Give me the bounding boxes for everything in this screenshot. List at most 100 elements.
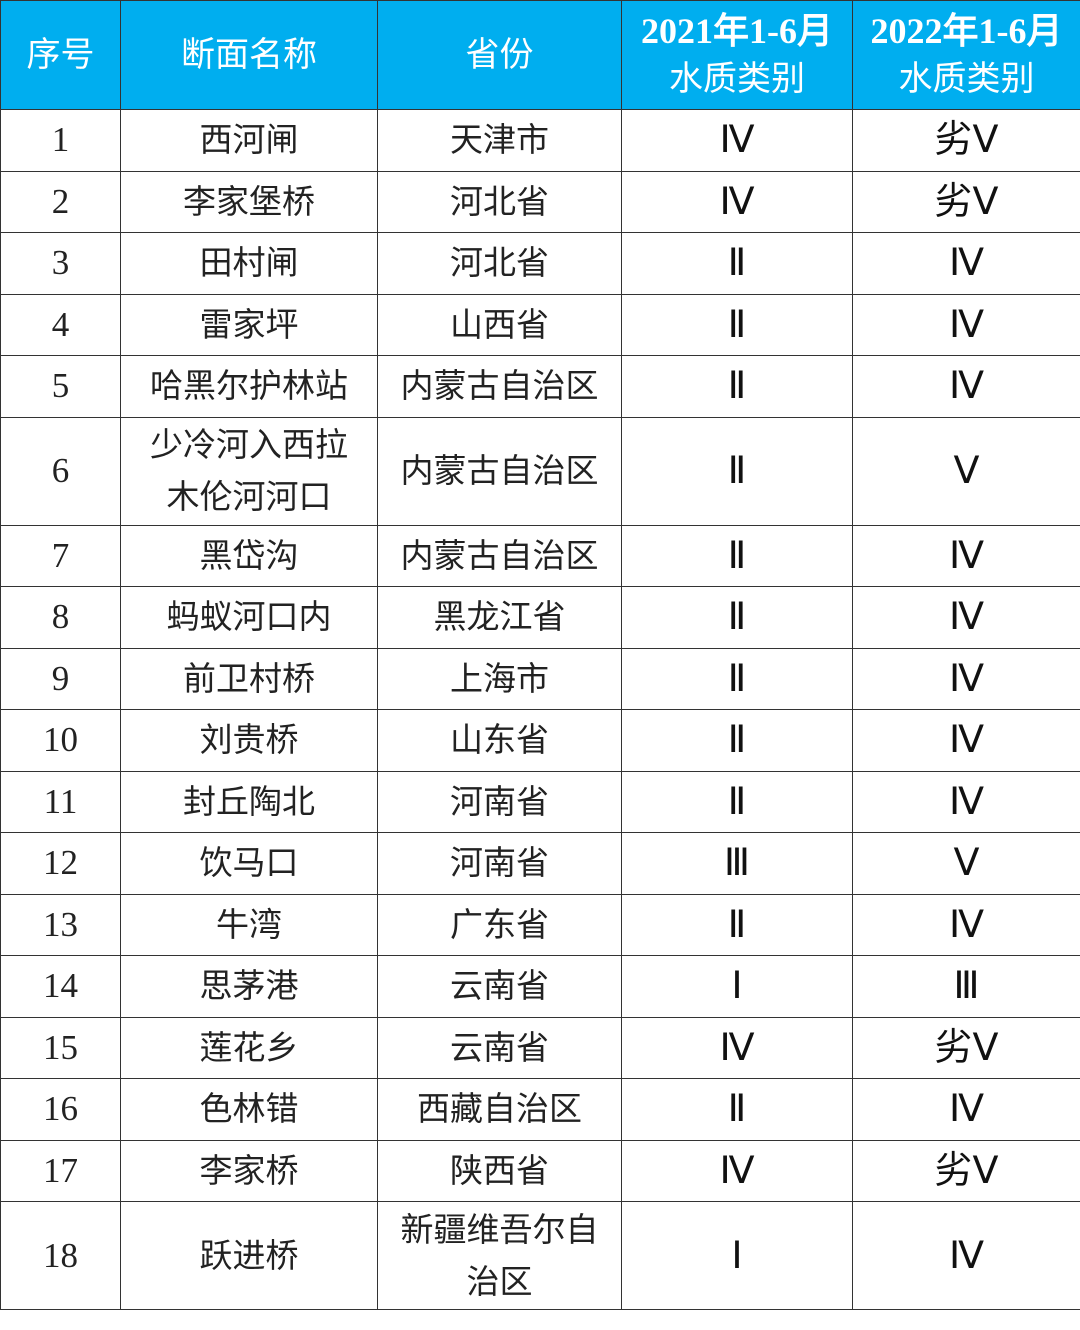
cell-section-name: 李家桥 [120, 1139, 378, 1202]
table-row: 3 田村闸 河北省 Ⅱ Ⅳ [0, 232, 1080, 295]
cell-index: 4 [0, 293, 121, 356]
cell-quality-2022: 劣Ⅴ [852, 109, 1080, 172]
table-row: 2 李家堡桥 河北省 Ⅳ 劣Ⅴ [0, 170, 1080, 233]
cell-quality-2022: Ⅳ [852, 1201, 1080, 1310]
table-row: 11 封丘陶北 河南省 Ⅱ Ⅳ [0, 770, 1080, 833]
header-section-name: 断面名称 [120, 0, 378, 110]
table-row: 13 牛湾 广东省 Ⅱ Ⅳ [0, 893, 1080, 956]
cell-section-name: 饮马口 [120, 832, 378, 895]
cell-province: 内蒙古自治区 [377, 416, 622, 526]
cell-quality-2021: Ⅳ [621, 170, 853, 233]
cell-quality-2022: Ⅳ [852, 1078, 1080, 1141]
cell-section-name: 莲花乡 [120, 1016, 378, 1079]
cell-province: 山西省 [377, 293, 622, 356]
cell-index: 9 [0, 647, 121, 710]
cell-quality-2022: Ⅳ [852, 293, 1080, 356]
cell-quality-2022: Ⅳ [852, 893, 1080, 956]
cell-quality-2022: 劣Ⅴ [852, 1139, 1080, 1202]
table-row: 14 思茅港 云南省 Ⅰ Ⅲ [0, 955, 1080, 1018]
cell-province: 内蒙古自治区 [377, 524, 622, 587]
header-province: 省份 [377, 0, 622, 110]
cell-quality-2021: Ⅱ [621, 416, 853, 526]
table-row: 18 跃进桥 新疆维吾尔自治区 Ⅰ Ⅳ [0, 1201, 1080, 1310]
cell-index: 12 [0, 832, 121, 895]
cell-index: 18 [0, 1201, 121, 1310]
cell-index: 2 [0, 170, 121, 233]
cell-index: 5 [0, 355, 121, 418]
header-2022-quality: 2022年1-6月 水质类别 [852, 0, 1080, 110]
cell-quality-2021: Ⅳ [621, 1139, 853, 1202]
cell-quality-2022: 劣Ⅴ [852, 1016, 1080, 1079]
cell-province: 天津市 [377, 109, 622, 172]
cell-section-name: 封丘陶北 [120, 770, 378, 833]
cell-index: 14 [0, 955, 121, 1018]
cell-province: 广东省 [377, 893, 622, 956]
table-row: 16 色林错 西藏自治区 Ⅱ Ⅳ [0, 1078, 1080, 1141]
cell-index: 16 [0, 1078, 121, 1141]
header-2021-quality: 2021年1-6月 水质类别 [621, 0, 853, 110]
cell-quality-2022: Ⅳ [852, 770, 1080, 833]
cell-quality-2021: Ⅱ [621, 1078, 853, 1141]
cell-section-name: 少冷河入西拉木伦河河口 [120, 416, 378, 526]
header-row: 序号 断面名称 省份 2021年1-6月 水质类别 2022年1-6月 水质类别 [0, 0, 1080, 110]
cell-index: 10 [0, 709, 121, 772]
cell-quality-2021: Ⅱ [621, 524, 853, 587]
cell-province: 河南省 [377, 770, 622, 833]
cell-quality-2021: Ⅰ [621, 1201, 853, 1310]
cell-section-name: 李家堡桥 [120, 170, 378, 233]
cell-quality-2021: Ⅳ [621, 109, 853, 172]
cell-quality-2021: Ⅳ [621, 1016, 853, 1079]
cell-index: 11 [0, 770, 121, 833]
header-2021-label: 水质类别 [669, 59, 805, 99]
table-row: 12 饮马口 河南省 Ⅲ Ⅴ [0, 832, 1080, 895]
cell-quality-2021: Ⅲ [621, 832, 853, 895]
cell-province: 内蒙古自治区 [377, 355, 622, 418]
cell-province: 河北省 [377, 232, 622, 295]
table-row: 9 前卫村桥 上海市 Ⅱ Ⅳ [0, 647, 1080, 710]
cell-quality-2021: Ⅱ [621, 770, 853, 833]
header-2021-period: 2021年1-6月 [641, 11, 833, 51]
cell-quality-2022: Ⅳ [852, 709, 1080, 772]
cell-section-name: 前卫村桥 [120, 647, 378, 710]
cell-quality-2021: Ⅱ [621, 709, 853, 772]
cell-section-name: 牛湾 [120, 893, 378, 956]
cell-quality-2021: Ⅱ [621, 586, 853, 649]
cell-quality-2021: Ⅱ [621, 232, 853, 295]
cell-index: 15 [0, 1016, 121, 1079]
cell-quality-2022: Ⅲ [852, 955, 1080, 1018]
cell-section-name: 跃进桥 [120, 1201, 378, 1310]
cell-index: 8 [0, 586, 121, 649]
cell-quality-2021: Ⅱ [621, 893, 853, 956]
cell-province: 新疆维吾尔自治区 [377, 1201, 622, 1310]
cell-province: 黑龙江省 [377, 586, 622, 649]
cell-quality-2022: Ⅳ [852, 586, 1080, 649]
cell-section-name: 田村闸 [120, 232, 378, 295]
cell-section-name: 黑岱沟 [120, 524, 378, 587]
cell-province: 陕西省 [377, 1139, 622, 1202]
header-2022-label: 水质类别 [898, 59, 1035, 99]
cell-quality-2021: Ⅱ [621, 293, 853, 356]
cell-quality-2022: Ⅴ [852, 832, 1080, 895]
cell-section-name: 雷家坪 [120, 293, 378, 356]
cell-province: 河南省 [377, 832, 622, 895]
cell-section-name: 蚂蚁河口内 [120, 586, 378, 649]
cell-quality-2022: Ⅳ [852, 355, 1080, 418]
cell-province: 云南省 [377, 1016, 622, 1079]
cell-index: 13 [0, 893, 121, 956]
table-row: 1 西河闸 天津市 Ⅳ 劣Ⅴ [0, 109, 1080, 172]
table-row: 17 李家桥 陕西省 Ⅳ 劣Ⅴ [0, 1139, 1080, 1202]
cell-province: 河北省 [377, 170, 622, 233]
cell-index: 7 [0, 524, 121, 587]
cell-quality-2022: 劣Ⅴ [852, 170, 1080, 233]
header-2022-period: 2022年1-6月 [870, 11, 1063, 51]
table-row: 10 刘贵桥 山东省 Ⅱ Ⅳ [0, 709, 1080, 772]
table-body: 1 西河闸 天津市 Ⅳ 劣Ⅴ 2 李家堡桥 河北省 Ⅳ 劣Ⅴ 3 田村闸 河北省 Ⅱ Ⅳ 4 雷家坪 山西省 Ⅱ Ⅳ 5… [0, 109, 1080, 1310]
cell-quality-2021: Ⅱ [621, 355, 853, 418]
cell-quality-2022: Ⅳ [852, 647, 1080, 710]
cell-quality-2022: Ⅳ [852, 232, 1080, 295]
cell-quality-2021: Ⅰ [621, 955, 853, 1018]
table-row: 8 蚂蚁河口内 黑龙江省 Ⅱ Ⅳ [0, 586, 1080, 649]
cell-index: 6 [0, 416, 121, 526]
cell-index: 17 [0, 1139, 121, 1202]
cell-quality-2022: Ⅳ [852, 524, 1080, 587]
